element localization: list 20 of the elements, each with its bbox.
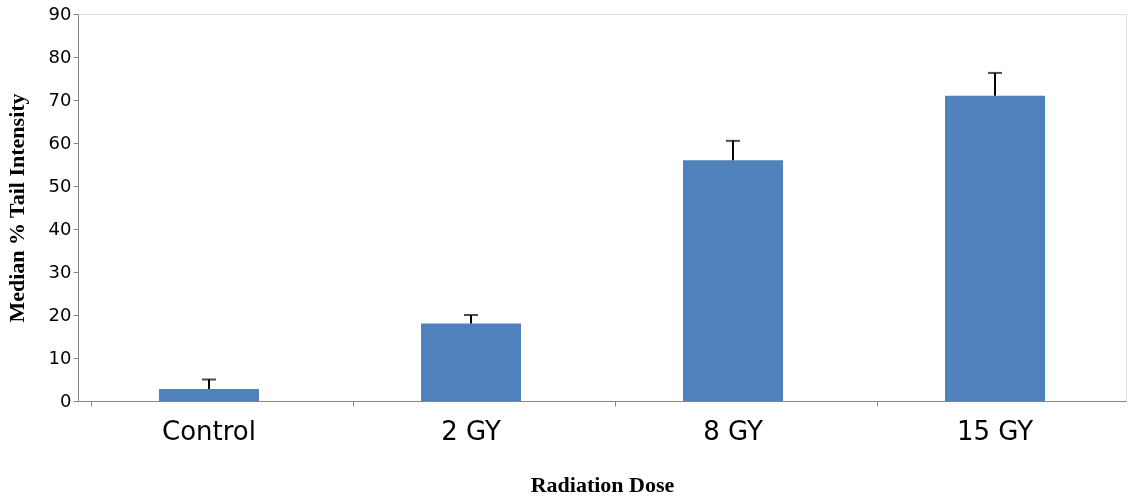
x-tick-label: 15 GY (956, 415, 1034, 446)
x-tick-label: 8 GY (703, 415, 763, 446)
bar (683, 160, 783, 401)
x-axis-title: Radiation Dose (530, 471, 675, 497)
y-tick-label: 70 (48, 88, 72, 110)
y-tick-label: 10 (48, 346, 72, 368)
y-tick-label: 20 (48, 303, 72, 325)
x-tick-label: Control (162, 415, 256, 446)
bar (159, 388, 259, 401)
x-tick-label: 2 GY (441, 415, 501, 446)
y-tick-label: 0 (60, 389, 72, 411)
y-tick-label: 30 (48, 260, 72, 282)
y-tick-label: 50 (48, 174, 72, 196)
y-axis-title: Median % Tail Intensity (3, 93, 29, 323)
bar (421, 323, 521, 401)
y-tick-label: 90 (48, 2, 72, 24)
bar (945, 95, 1045, 401)
y-tick-label: 80 (48, 45, 72, 67)
y-tick-label: 40 (48, 217, 72, 239)
y-tick-label: 60 (48, 131, 72, 153)
